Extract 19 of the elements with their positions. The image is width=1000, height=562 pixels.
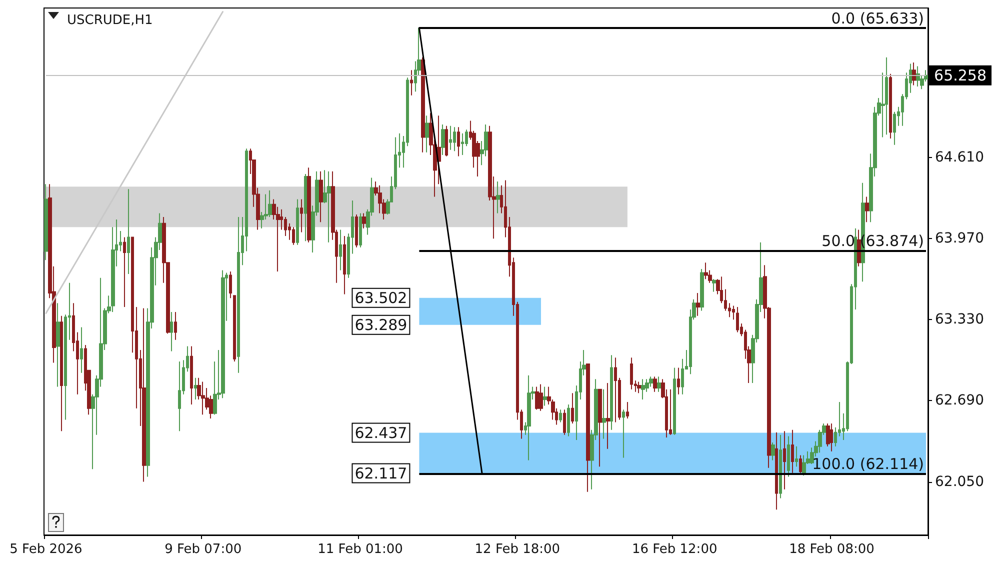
ref-line-label: 100.0 (62.114) [812,455,924,474]
annotation: 63.289 [354,316,408,334]
ref-line-label: 65.258 [934,66,987,84]
y-tick-label: 63.330 [935,312,984,328]
annotation: 63.502 [354,288,408,307]
x-tick-label: 9 Feb 07:00 [164,542,242,557]
x-tick-label: 16 Feb 12:00 [632,542,718,557]
x-tick-label: 18 Feb 08:00 [789,542,874,557]
y-tick-label: 63.970 [935,230,984,247]
x-tick-label: 11 Feb 01:00 [318,542,403,557]
x-tick-label: 5 Feb 2026 [10,542,82,557]
annotation: 62.437 [354,424,408,442]
x-tick-label: 12 Feb 18:00 [474,542,560,557]
annotation: 62.117 [354,464,408,482]
y-tick-label: 62.690 [935,392,984,409]
chart-title: USCRUDE,H1 [67,13,153,28]
ref-line-label: 0.0 (65.633) [831,9,924,28]
y-tick-label: 64.610 [935,149,984,166]
y-tick-label: 62.050 [935,474,984,490]
